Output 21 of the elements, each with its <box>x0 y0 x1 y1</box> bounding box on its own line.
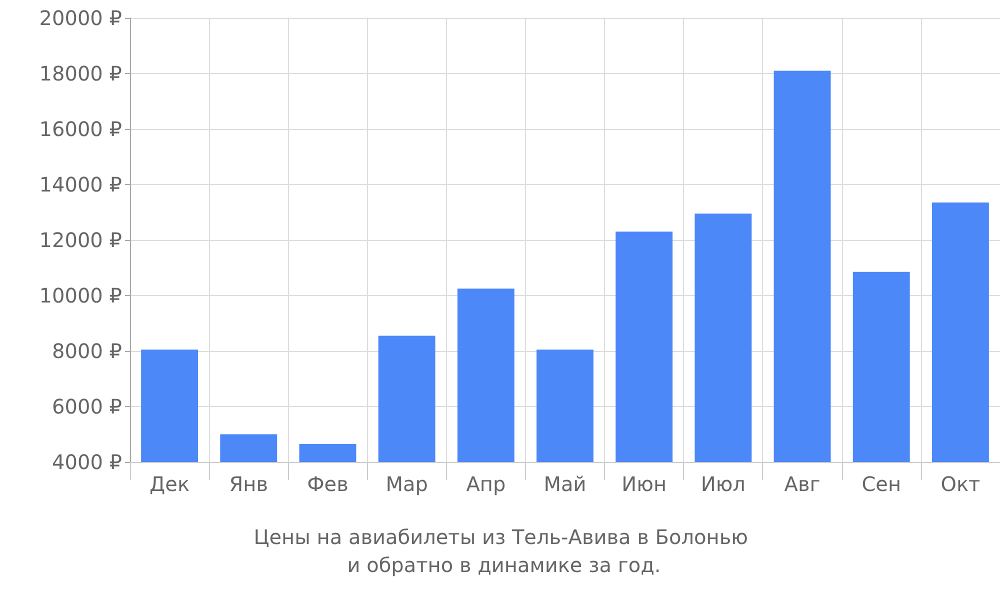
x-tick-label: Янв <box>229 472 268 496</box>
x-tick-label: Июл <box>700 472 746 496</box>
y-tick-label: 16000 ₽ <box>39 117 122 141</box>
y-tick-label: 10000 ₽ <box>39 284 122 308</box>
x-tick-label: Мар <box>386 472 428 496</box>
y-tick-label: 20000 ₽ <box>39 6 122 30</box>
x-tick-label: Апр <box>466 472 506 496</box>
x-tick-label: Авг <box>784 472 820 496</box>
y-tick-label: 4000 ₽ <box>52 450 122 474</box>
x-tick-label: Фев <box>307 472 348 496</box>
x-tick-label: Окт <box>940 472 981 496</box>
y-tick-label: 18000 ₽ <box>39 62 122 86</box>
text: Цены на авиабилеты из Тель-Авива в Болонью и обратно в динамике за год. <box>254 525 754 577</box>
x-tick-label: Дек <box>150 472 190 496</box>
y-tick-label: 12000 ₽ <box>39 228 122 252</box>
y-tick-label: 14000 ₽ <box>39 172 122 196</box>
x-tick-label: Май <box>544 472 586 496</box>
y-tick-label: 6000 ₽ <box>52 394 122 418</box>
y-tick-label: 8000 ₽ <box>52 339 122 363</box>
x-tick-label: Сен <box>862 472 902 496</box>
x-tick-label: Июн <box>622 472 667 496</box>
